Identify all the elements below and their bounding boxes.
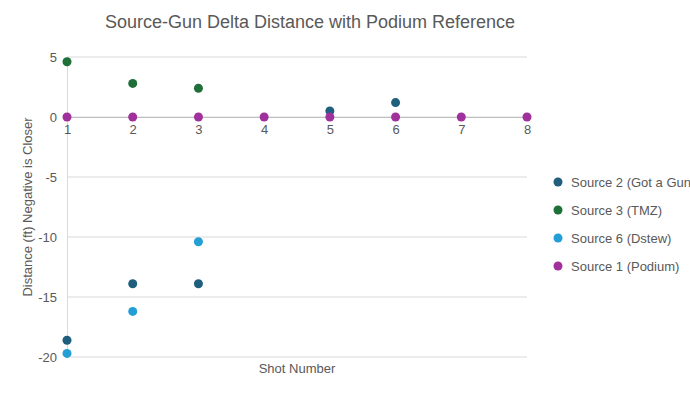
legend-item: Source 2 (Got a Gun) [554,175,690,190]
y-tick-label: -15 [38,290,57,305]
x-tick-label: 1 [64,122,71,137]
legend-marker [554,262,563,271]
y-axis: 5 0 -5 -10 -15 -20 [38,50,67,365]
y-tick-label: 5 [50,50,57,65]
legend-marker [554,206,563,215]
x-tick-label: 3 [195,122,202,137]
y-tick: -10 [38,230,67,245]
legend-marker [554,234,563,243]
y-tick: -15 [38,290,67,305]
grid [67,57,527,357]
plot-area [63,57,532,358]
y-tick-label: -20 [38,350,57,365]
legend-marker [554,178,563,187]
y-axis-title: Distance (ft) Negative is Closer [20,117,35,297]
point [194,113,203,122]
point [128,279,137,288]
point [260,113,269,122]
x-tick-label: 8 [524,122,531,137]
x-axis-title: Shot Number [259,361,336,376]
series [63,113,532,122]
point [325,113,334,122]
legend-item: Source 1 (Podium) [554,259,680,274]
point [63,349,72,358]
point [128,307,137,316]
x-tick-label: 7 [458,122,465,137]
legend-label: Source 2 (Got a Gun) [571,175,690,190]
grid-line [67,237,527,238]
grid-line [67,57,527,58]
point [523,113,532,122]
legend: Source 2 (Got a Gun) Source 3 (TMZ) Source… [554,175,690,274]
grid-line [67,177,527,178]
point [194,84,203,93]
point [391,98,400,107]
point [128,79,137,88]
chart: Source-Gun Delta Distance with Podium Re… [0,0,690,393]
point [457,113,466,122]
point [194,237,203,246]
y-tick: -20 [38,350,67,365]
point [128,113,137,122]
legend-item: Source 6 (Dstew) [554,231,672,246]
point [63,113,72,122]
legend-label: Source 3 (TMZ) [571,203,662,218]
x-tick-label: 5 [327,122,334,137]
y-tick: -5 [45,170,67,185]
grid-line [67,297,527,298]
x-tick-label: 4 [261,122,268,137]
y-tick-label: -5 [45,170,57,185]
point [194,279,203,288]
y-tick-label: -10 [38,230,57,245]
grid-line [67,357,527,358]
y-axis-line [67,58,68,358]
series [63,237,203,358]
point [63,57,72,66]
point [63,336,72,345]
series [63,98,401,345]
legend-label: Source 6 (Dstew) [571,231,671,246]
x-tick-label: 2 [130,122,137,137]
y-tick-label: 0 [50,110,57,125]
legend-item: Source 3 (TMZ) [554,203,663,218]
legend-label: Source 1 (Podium) [571,259,679,274]
series [63,57,203,92]
x-tick-label: 6 [392,122,399,137]
title: Source-Gun Delta Distance with Podium Re… [105,12,515,32]
point [391,113,400,122]
